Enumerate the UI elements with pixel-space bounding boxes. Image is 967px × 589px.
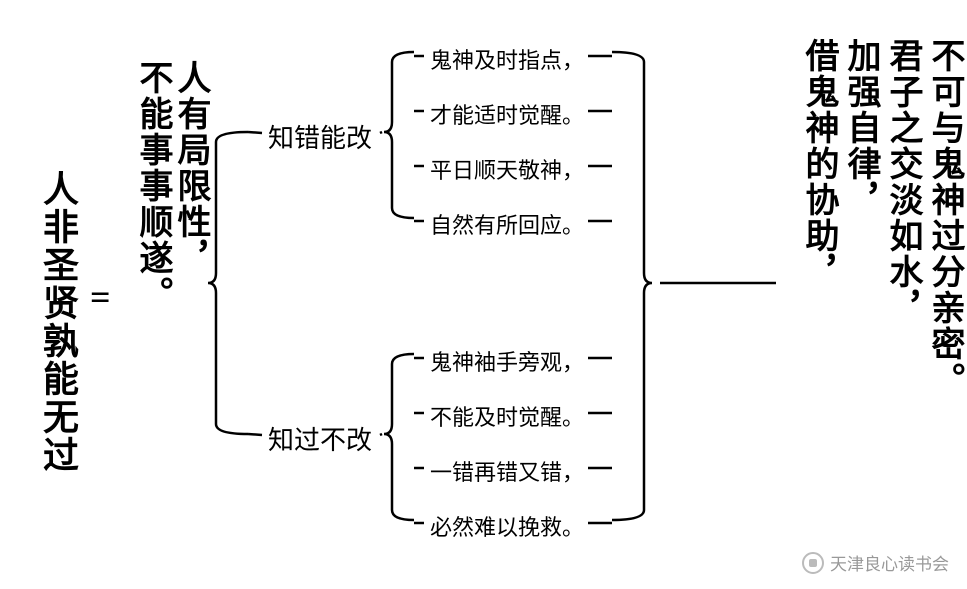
conclusion-line-3: 借鬼神的协助， [794,38,843,290]
detail-0-0: 鬼神及时指点， [430,43,584,75]
sub-line-2: 不能事事顺遂。 [128,60,177,312]
branch-label-0: 知错能改 [268,118,372,155]
root-title: 人非圣贤孰能无过 [32,170,84,474]
conclusion-line-0: 不可与鬼神过分亲密。 [920,38,967,398]
detail-1-1: 不能及时觉醒。 [430,400,584,432]
chat-icon [802,552,824,574]
detail-0-3: 自然有所回应。 [430,208,584,240]
conclusion-line-1: 君子之交淡如水， [878,38,927,326]
detail-1-2: 一错再错又错， [430,455,584,487]
watermark: 天津良心读书会 [802,550,949,575]
detail-0-1: 才能适时觉醒。 [430,98,584,130]
branch-label-1: 知过不改 [268,420,372,457]
detail-1-0: 鬼神袖手旁观， [430,345,584,377]
equals-sign: = [90,276,111,318]
detail-1-3: 必然难以挽救。 [430,510,584,542]
conclusion-line-2: 加强自律， [836,38,885,218]
detail-0-2: 平日顺天敬神， [430,153,584,185]
watermark-text: 天津良心读书会 [830,550,949,575]
